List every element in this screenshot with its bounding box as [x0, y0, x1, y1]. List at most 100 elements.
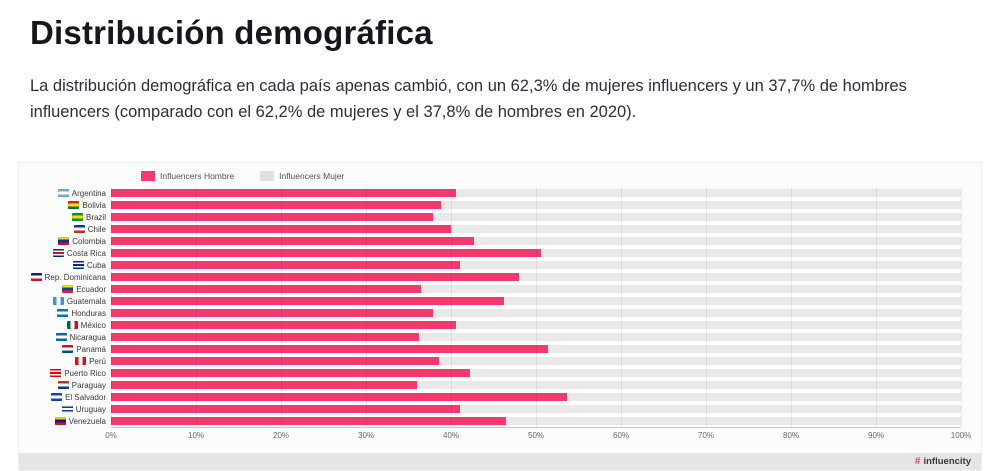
bar-track-mujer — [111, 225, 961, 233]
flag-icon-costa-rica — [52, 249, 64, 257]
flag-icon-panam- — [62, 345, 74, 353]
bar-hombre — [111, 261, 460, 269]
x-tick-label: 60% — [612, 431, 630, 440]
legend-item-hombre: Influencers Hombre — [141, 171, 234, 181]
country-name: Paraguay — [71, 380, 106, 390]
flag-icon-ecuador — [62, 285, 74, 293]
chart-row: Costa Rica — [27, 247, 961, 259]
country-name: Colombia — [72, 236, 106, 246]
country-name: México — [80, 320, 106, 330]
chart-row: Perú — [27, 355, 961, 367]
country-label: Honduras — [27, 309, 111, 318]
bar-hombre — [111, 249, 542, 257]
x-tick-label: 30% — [357, 431, 375, 440]
legend-item-mujer: Influencers Mujer — [260, 171, 344, 181]
bar-track-mujer — [111, 189, 961, 197]
chart-row: Venezuela — [27, 415, 961, 427]
flag-icon-nicaragua — [55, 333, 67, 341]
chart-row: México — [27, 319, 961, 331]
legend-swatch-hombre — [141, 171, 155, 181]
flag-icon-per- — [75, 357, 87, 365]
country-label: Colombia — [27, 237, 111, 246]
bar-track-mujer — [111, 357, 961, 365]
bar-track-mujer — [111, 345, 961, 353]
flag-icon-paraguay — [57, 381, 69, 389]
chart-row: Chile — [27, 223, 961, 235]
country-name: El Salvador — [65, 392, 106, 402]
x-tick-label: 40% — [442, 431, 460, 440]
bar-hombre — [111, 417, 507, 425]
legend-label-mujer: Influencers Mujer — [279, 171, 345, 181]
bar-track-mujer — [111, 381, 961, 389]
flag-icon-colombia — [58, 237, 70, 245]
country-name: Perú — [89, 356, 106, 366]
bar-hombre — [111, 201, 441, 209]
chart-row: Honduras — [27, 307, 961, 319]
country-name: Uruguay — [75, 404, 106, 414]
flag-icon-brazil — [71, 213, 83, 221]
bar-track-mujer — [111, 213, 961, 221]
bar-hombre — [111, 321, 457, 329]
flag-icon-bolivia — [68, 201, 80, 209]
flag-icon-rep-dominicana — [30, 273, 42, 281]
chart-row: Guatemala — [27, 295, 961, 307]
demographics-chart-card: Influencers Hombre Influencers Mujer Arg… — [18, 162, 982, 471]
country-name: Puerto Rico — [64, 368, 106, 378]
bar-hombre — [111, 357, 440, 365]
bar-hombre — [111, 189, 457, 197]
x-tick-label: 50% — [527, 431, 545, 440]
chart-row: El Salvador — [27, 391, 961, 403]
chart-legend: Influencers Hombre Influencers Mujer — [141, 171, 981, 181]
x-axis-ticks: 0% 10% 20% 30% 40% 50% 60% 70% 80% 90% 100% — [105, 430, 971, 444]
bar-track-mujer — [111, 261, 961, 269]
country-label: Puerto Rico — [27, 369, 111, 378]
bar-hombre — [111, 309, 434, 317]
chart-row: Ecuador — [27, 283, 961, 295]
chart-row: Panamá — [27, 343, 961, 355]
bar-hombre — [111, 225, 451, 233]
flag-icon-cuba — [72, 261, 84, 269]
bar-hombre — [111, 381, 417, 389]
chart-rows: Argentina Bolivia Brazil Chile Colombia Costa… — [19, 187, 981, 427]
bar-track-mujer — [111, 393, 961, 401]
country-label: Bolivia — [27, 201, 111, 210]
country-label: Cuba — [27, 261, 111, 270]
bar-hombre — [111, 369, 470, 377]
chart-row: Rep. Dominicana — [27, 271, 961, 283]
flag-icon-venezuela — [54, 417, 66, 425]
bar-track-mujer — [111, 405, 961, 413]
flag-icon-puerto-rico — [50, 369, 62, 377]
country-name: Nicaragua — [69, 332, 106, 342]
country-name: Costa Rica — [66, 248, 106, 258]
country-label: Guatemala — [27, 297, 111, 306]
bar-track-mujer — [111, 285, 961, 293]
bar-track-mujer — [111, 201, 961, 209]
chart-row: Colombia — [27, 235, 961, 247]
country-label: Rep. Dominicana — [27, 273, 111, 282]
bar-track-mujer — [111, 273, 961, 281]
country-name: Brazil — [85, 212, 106, 222]
page-header: Distribución demográfica La distribución… — [0, 0, 1000, 125]
x-tick-label: 70% — [697, 431, 715, 440]
country-label: Brazil — [27, 213, 111, 222]
flag-icon-argentina — [57, 189, 69, 197]
bar-track-mujer — [111, 333, 961, 341]
bar-hombre — [111, 285, 422, 293]
bar-hombre — [111, 297, 504, 305]
chart-footer: # influencity — [19, 453, 981, 470]
x-tick-label: 20% — [272, 431, 290, 440]
country-name: Honduras — [71, 308, 106, 318]
flag-icon-m-xico — [66, 321, 78, 329]
country-name: Argentina — [71, 188, 106, 198]
chart-plot-area: Argentina Bolivia Brazil Chile Colombia Costa… — [19, 187, 981, 427]
bar-track-mujer — [111, 321, 961, 329]
chart-row: Cuba — [27, 259, 961, 271]
bar-track-mujer — [111, 309, 961, 317]
x-tick-label: 100% — [950, 431, 972, 440]
bar-hombre — [111, 393, 568, 401]
country-label: Perú — [27, 357, 111, 366]
flag-icon-guatemala — [52, 297, 64, 305]
x-tick-label: 0% — [105, 431, 117, 440]
country-name: Ecuador — [76, 284, 106, 294]
country-label: El Salvador — [27, 393, 111, 402]
